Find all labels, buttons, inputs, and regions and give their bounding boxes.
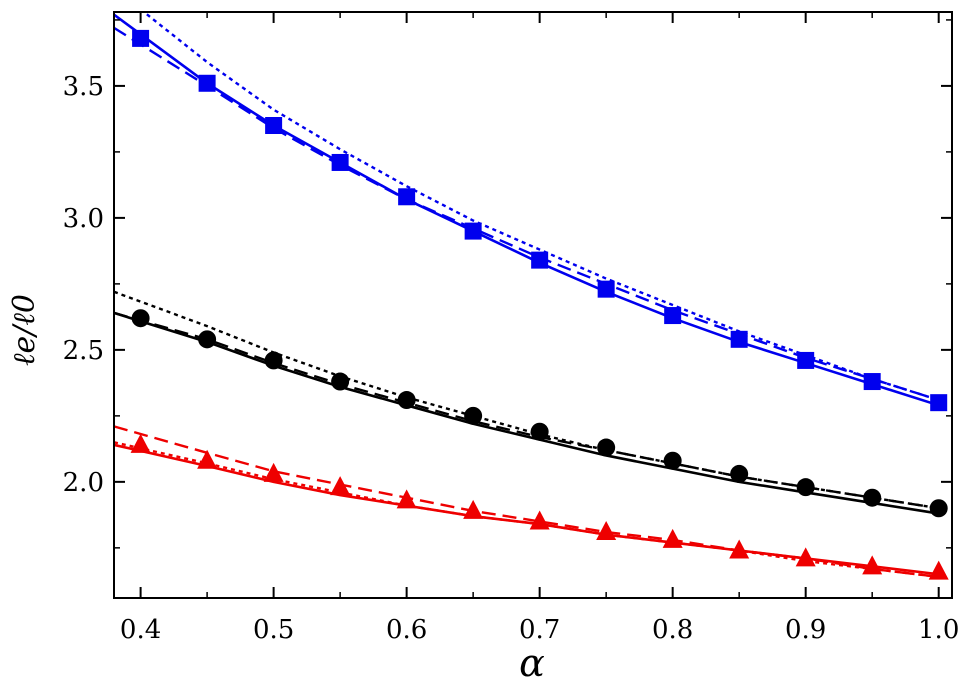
x-axis-title: α xyxy=(519,641,545,685)
axes-layer: 0.4 0.5 0.6 0.7 0.8 0.9 1.0 2.0 2.5 3.0 3.5 xyxy=(63,11,959,645)
series-0 xyxy=(114,12,948,412)
series-2-point xyxy=(463,499,484,519)
series-1 xyxy=(114,290,948,518)
series-2-point xyxy=(197,449,218,469)
series-layer xyxy=(114,12,949,580)
x-tick-label: 0.4 xyxy=(120,615,161,645)
series-1-point xyxy=(730,464,749,483)
series-0-point xyxy=(464,222,482,240)
series-1-point xyxy=(663,451,682,470)
series-0-point xyxy=(930,394,948,412)
series-2-point xyxy=(263,462,284,482)
series-1-dashed-line xyxy=(114,311,939,510)
series-0-solid-line xyxy=(114,13,940,407)
series-0-point xyxy=(730,330,748,348)
series-0-point xyxy=(664,307,682,325)
series-1-point xyxy=(929,499,948,518)
series-0-point xyxy=(597,280,615,298)
y-axis-title: ℓe/ℓ0 xyxy=(7,294,42,366)
series-0-point xyxy=(398,188,416,206)
series-1-point xyxy=(131,309,150,328)
series-1-point xyxy=(530,422,549,441)
series-1-point xyxy=(397,391,416,410)
series-1-point xyxy=(331,372,350,391)
series-1-point xyxy=(198,330,217,349)
x-tick-label: 0.6 xyxy=(386,615,427,645)
series-0-point xyxy=(265,117,283,135)
series-2-point xyxy=(928,560,949,580)
y-tick-label: 3.0 xyxy=(63,204,104,234)
plot-frame xyxy=(113,11,953,599)
series-0-dotted-line xyxy=(141,12,940,402)
x-tick-label: 1.0 xyxy=(918,615,959,645)
series-1-solid-line xyxy=(114,311,939,515)
series-2-solid-line xyxy=(114,443,939,576)
series-0-point xyxy=(331,153,349,171)
series-2-point xyxy=(130,433,151,453)
y-tick-label: 3.5 xyxy=(63,72,104,102)
x-tick-label: 0.9 xyxy=(785,615,826,645)
series-2-point xyxy=(662,528,683,548)
series-1-point xyxy=(597,438,616,457)
series-1-point xyxy=(796,478,815,497)
series-2-point xyxy=(396,489,417,509)
series-2-point xyxy=(596,521,617,541)
y-tick-label: 2.5 xyxy=(63,336,104,366)
series-1-dotted-line xyxy=(114,290,939,510)
series-2-point xyxy=(862,555,883,575)
series-0-point xyxy=(531,251,549,269)
series-2-point xyxy=(330,476,351,496)
y-axis-title-group: ℓe/ℓ0 xyxy=(7,294,42,366)
series-1-point xyxy=(863,488,882,507)
series-2-point xyxy=(729,539,750,559)
x-tick-label: 0.7 xyxy=(519,615,560,645)
series-1-point xyxy=(464,406,483,425)
series-2-dashed-line xyxy=(114,425,939,579)
series-2 xyxy=(114,425,949,580)
series-0-point xyxy=(198,74,216,92)
series-0-point xyxy=(797,351,815,369)
x-tick-label: 0.8 xyxy=(652,615,693,645)
series-0-point xyxy=(132,29,150,47)
x-tick-label: 0.5 xyxy=(253,615,294,645)
series-2-point xyxy=(529,510,550,530)
series-1-point xyxy=(264,351,283,370)
y-tick-label: 2.0 xyxy=(63,468,104,498)
series-0-point xyxy=(863,373,881,391)
series-2-point xyxy=(795,547,816,567)
